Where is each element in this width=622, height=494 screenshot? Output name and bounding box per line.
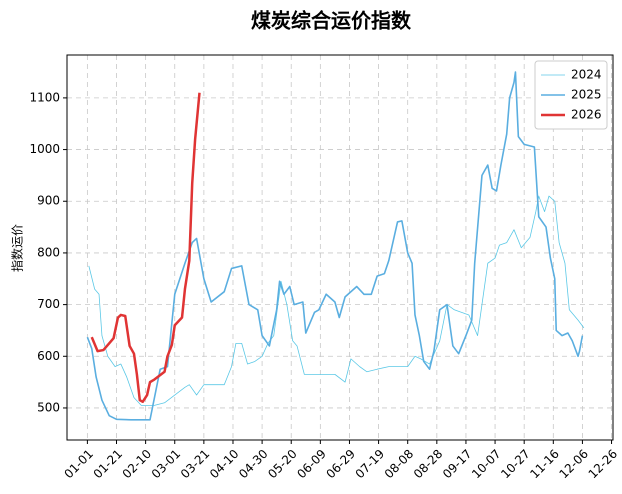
- plot-frame: [66, 54, 614, 441]
- x-tick-label: 05-20: [265, 447, 300, 482]
- x-tick-label: 06-29: [324, 447, 359, 482]
- x-tick-label: 07-19: [353, 447, 388, 482]
- x-tick-label: 09-17: [440, 447, 475, 482]
- series-line: [90, 92, 201, 404]
- y-tick-label: 500: [37, 400, 60, 414]
- x-tick-label: 01-21: [91, 447, 126, 482]
- x-tick-label: 06-09: [294, 447, 329, 482]
- x-tick-label: 12-26: [586, 447, 621, 482]
- legend-label: 2024: [571, 68, 602, 82]
- y-tick-label: 1000: [29, 142, 60, 156]
- series-line: [88, 195, 585, 406]
- x-tick-label: 03-21: [178, 447, 213, 482]
- legend-box: [534, 60, 608, 130]
- series-line: [86, 71, 584, 421]
- x-tick-label: 04-10: [207, 447, 242, 482]
- x-tick-label: 08-28: [411, 447, 446, 482]
- x-tick-label: 01-01: [61, 447, 96, 482]
- x-tick-label: 10-07: [469, 447, 504, 482]
- x-tick-label: 03-01: [149, 447, 184, 482]
- x-tick-label: 10-27: [498, 447, 533, 482]
- y-tick-label: 900: [37, 194, 60, 208]
- y-axis-label: 指数运价: [10, 224, 25, 272]
- x-tick-label: 02-10: [120, 447, 155, 482]
- x-tick-label: 04-30: [236, 447, 271, 482]
- chart-title: 煤炭综合运价指数: [251, 9, 412, 33]
- y-tick-label: 800: [37, 245, 60, 259]
- y-tick-label: 1100: [29, 90, 60, 104]
- y-tick-label: 600: [37, 349, 60, 363]
- legend-label: 2025: [571, 88, 602, 102]
- legend-label: 2026: [571, 108, 602, 122]
- x-tick-label: 12-06: [556, 447, 591, 482]
- x-tick-label: 08-08: [382, 447, 417, 482]
- x-tick-label: 11-16: [527, 447, 562, 482]
- y-tick-label: 700: [37, 297, 60, 311]
